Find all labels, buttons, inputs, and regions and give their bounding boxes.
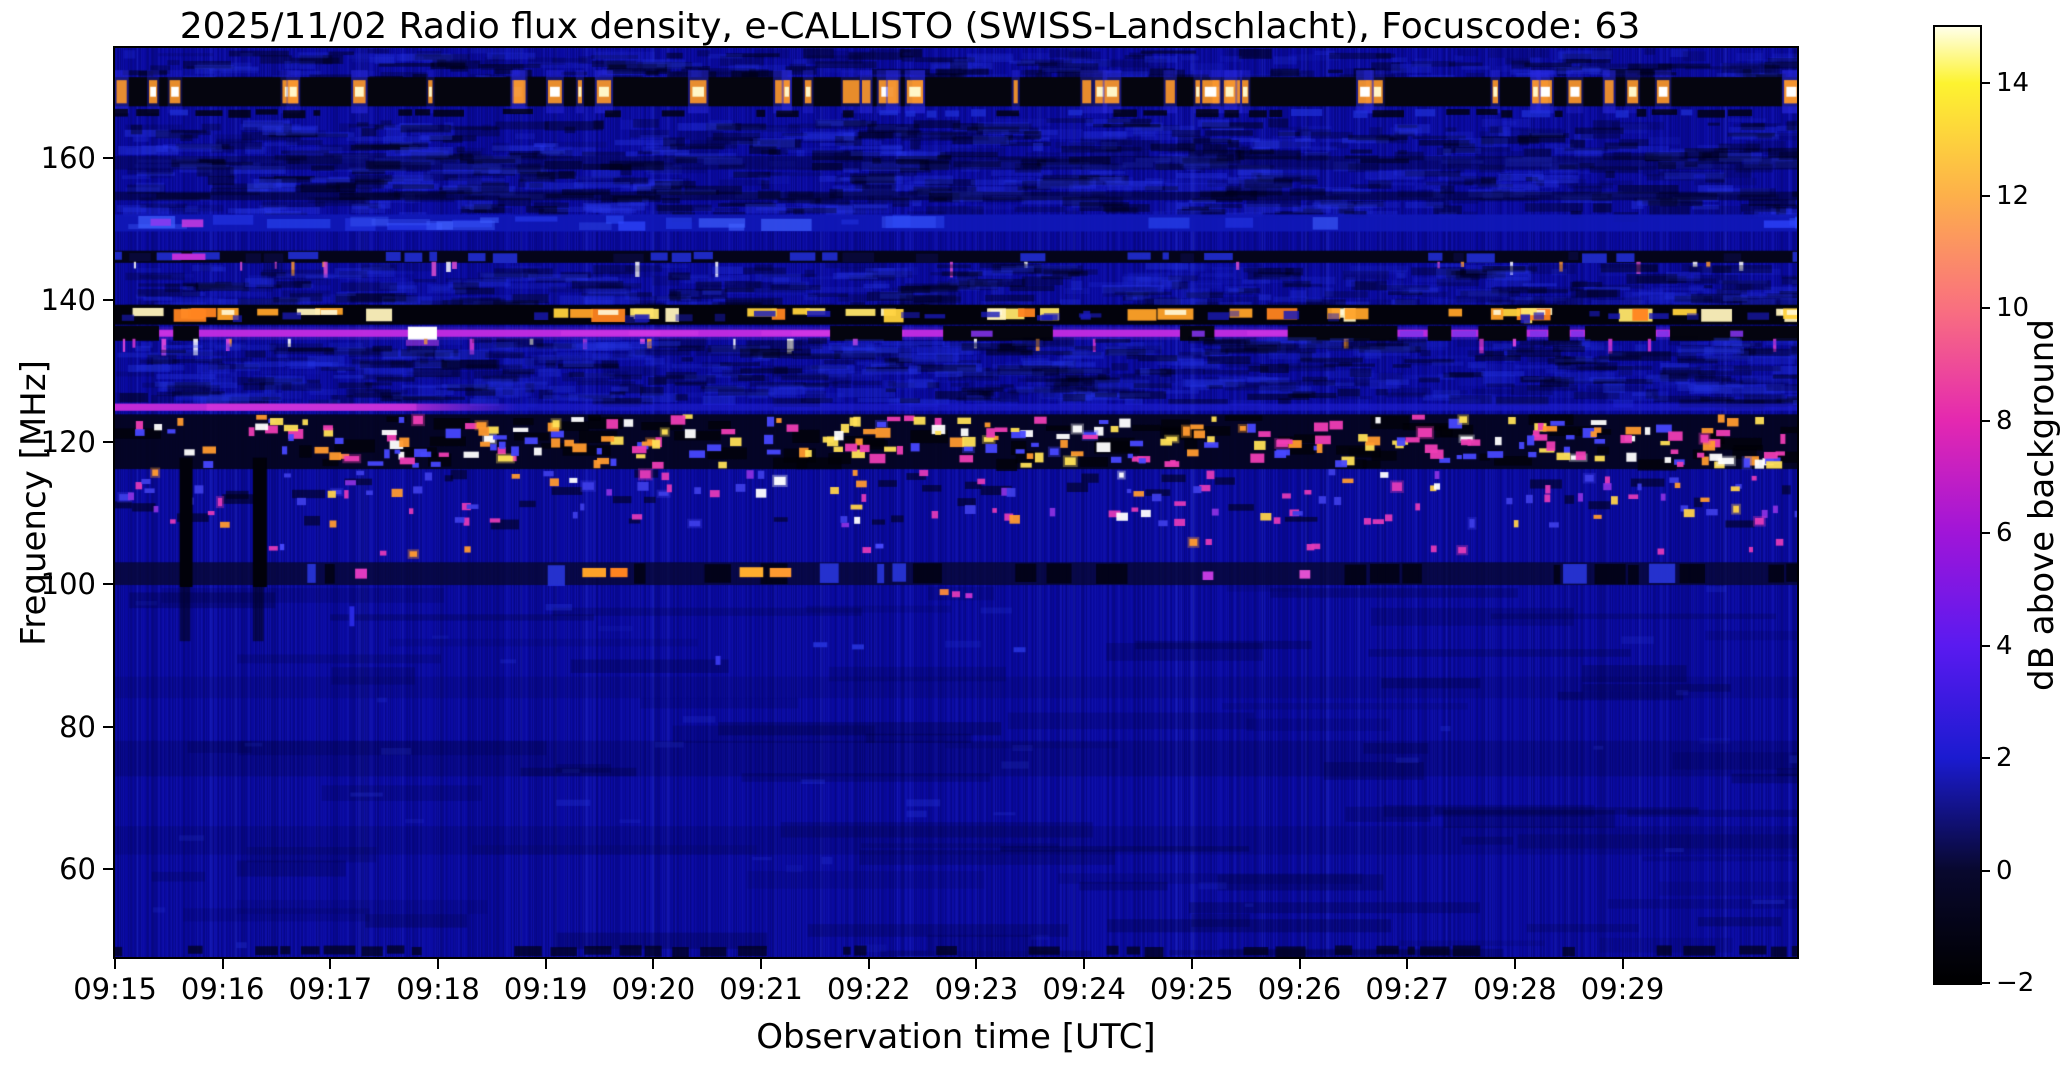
x-tick-label: 09:18 — [396, 972, 480, 1006]
y-tick — [103, 156, 113, 159]
colorbar-tick-label: 6 — [1996, 518, 2013, 549]
colorbar-tick — [1982, 644, 1990, 647]
colorbar-tick — [1982, 869, 1990, 872]
colorbar-tick-label: 4 — [1996, 630, 2013, 661]
x-tick — [1406, 959, 1409, 969]
x-tick-label: 09:27 — [1365, 972, 1449, 1006]
x-tick-label: 09:15 — [73, 972, 157, 1006]
x-tick-label: 09:19 — [503, 972, 588, 1006]
colorbar-tick-label: 12 — [1996, 180, 2030, 211]
colorbar-tick-label: 0 — [1996, 855, 2013, 886]
colorbar-tick-label: −2 — [1996, 968, 2035, 998]
y-tick-label: 160 — [40, 140, 96, 175]
x-tick-label: 09:28 — [1473, 972, 1557, 1006]
colorbar — [1933, 25, 1982, 985]
x-tick-label: 09:24 — [1042, 972, 1126, 1006]
x-tick-label: 09:21 — [719, 972, 803, 1006]
colorbar-tick — [1982, 982, 1990, 984]
x-tick — [1621, 959, 1624, 969]
x-axis-label: Observation time [UTC] — [756, 1017, 1156, 1057]
x-tick — [437, 959, 440, 969]
x-tick — [544, 959, 547, 969]
colorbar-tick-label: 2 — [1996, 743, 2013, 774]
colorbar-tick — [1982, 757, 1990, 760]
x-tick — [760, 959, 763, 969]
x-tick-label: 09:23 — [934, 972, 1019, 1006]
x-tick-label: 09:20 — [611, 972, 696, 1006]
x-tick — [867, 959, 870, 969]
y-tick-label: 80 — [59, 709, 96, 744]
x-tick — [652, 959, 655, 969]
x-tick — [221, 959, 224, 969]
y-tick — [103, 441, 113, 444]
x-tick — [1083, 959, 1086, 969]
x-tick — [975, 959, 978, 969]
chart-title: 2025/11/02 Radio flux density, e-CALLIST… — [179, 6, 1641, 47]
x-tick — [114, 959, 116, 969]
y-tick — [103, 583, 113, 586]
x-tick — [1190, 959, 1193, 969]
colorbar-label: dB above background — [2022, 319, 2062, 691]
y-tick-label: 100 — [40, 567, 96, 602]
y-tick-label: 60 — [59, 851, 96, 886]
colorbar-gradient — [1935, 27, 1980, 983]
y-tick-label: 140 — [40, 282, 96, 317]
x-tick — [1298, 959, 1301, 969]
spectrogram-canvas — [115, 48, 1797, 957]
colorbar-tick — [1982, 419, 1990, 422]
colorbar-tick — [1982, 194, 1990, 197]
x-tick-label: 09:25 — [1150, 972, 1234, 1006]
colorbar-tick-label: 8 — [1996, 405, 2013, 436]
x-tick-label: 09:17 — [288, 972, 373, 1006]
y-tick — [103, 298, 113, 301]
y-tick — [103, 725, 113, 728]
colorbar-tick — [1982, 532, 1990, 535]
colorbar-tick — [1982, 307, 1990, 310]
x-tick — [329, 959, 332, 969]
x-tick-label: 09:26 — [1257, 972, 1342, 1006]
y-tick-label: 120 — [40, 425, 96, 460]
x-tick-label: 09:16 — [180, 972, 265, 1006]
colorbar-tick-label: 14 — [1996, 68, 2030, 99]
x-tick-label: 09:22 — [826, 972, 911, 1006]
y-axis-label: Frequency [MHz] — [14, 360, 54, 646]
y-tick — [103, 867, 113, 870]
x-tick-label: 09:29 — [1580, 972, 1665, 1006]
x-tick — [1513, 959, 1516, 969]
colorbar-tick — [1982, 82, 1990, 85]
colorbar-tick-label: 10 — [1996, 293, 2030, 324]
